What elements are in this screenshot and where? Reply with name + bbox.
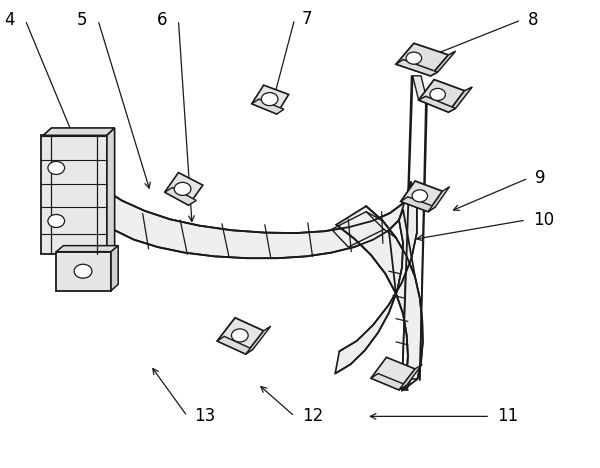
Polygon shape [335,182,417,373]
Circle shape [406,52,422,64]
Polygon shape [95,182,411,258]
Polygon shape [252,99,284,114]
Circle shape [412,190,428,202]
Polygon shape [217,336,253,354]
Polygon shape [337,206,423,390]
Circle shape [430,88,445,101]
Polygon shape [413,76,427,100]
Text: 12: 12 [302,407,323,425]
Polygon shape [43,128,115,135]
Circle shape [261,93,278,106]
Polygon shape [448,87,472,112]
Text: 11: 11 [497,407,518,425]
Polygon shape [252,85,289,114]
Polygon shape [165,188,196,205]
Text: 9: 9 [535,169,546,187]
Text: 13: 13 [194,407,216,425]
Circle shape [232,329,248,342]
Polygon shape [56,252,111,291]
Polygon shape [396,43,448,76]
Polygon shape [371,357,415,390]
Polygon shape [428,187,449,212]
Polygon shape [111,246,118,291]
Text: 5: 5 [77,11,87,29]
Polygon shape [56,246,118,252]
Text: 4: 4 [4,11,14,29]
Polygon shape [165,173,203,205]
Text: 8: 8 [528,11,539,29]
Text: 10: 10 [533,211,554,229]
Polygon shape [419,96,455,112]
Polygon shape [371,373,407,390]
Polygon shape [107,128,115,254]
Polygon shape [396,59,437,76]
Polygon shape [431,51,455,76]
Polygon shape [246,326,271,354]
Circle shape [74,264,92,278]
Polygon shape [401,181,442,212]
Polygon shape [419,80,464,112]
Polygon shape [217,318,263,354]
Polygon shape [401,197,436,212]
Circle shape [48,161,65,175]
Polygon shape [399,364,422,390]
Text: 6: 6 [157,11,167,29]
Text: 7: 7 [302,10,312,28]
Polygon shape [41,135,107,254]
Circle shape [174,183,191,195]
Circle shape [48,214,65,227]
